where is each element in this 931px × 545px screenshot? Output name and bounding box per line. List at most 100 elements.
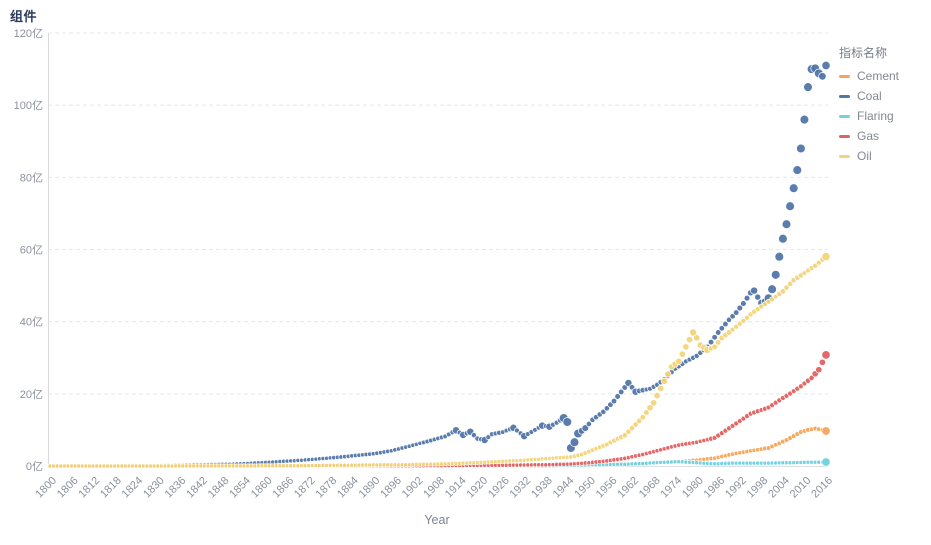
x-tick-label: 1932 xyxy=(508,475,534,501)
x-tick-label: 1812 xyxy=(76,475,102,501)
legend: 指标名称 Cement Coal Flaring Gas Oil xyxy=(839,44,931,170)
data-point xyxy=(803,82,813,92)
x-tick-label: 1998 xyxy=(745,475,771,501)
data-point xyxy=(781,219,792,229)
data-point xyxy=(632,421,639,428)
legend-dash-icon xyxy=(839,114,850,118)
data-point xyxy=(625,428,632,435)
x-tick-label: 1992 xyxy=(723,475,749,501)
x-tick-label: 1860 xyxy=(249,475,275,501)
data-point xyxy=(785,201,795,211)
x-axis-tick-labels: 1800180618121818182418301836184218481854… xyxy=(33,475,835,501)
legend-item-flaring[interactable]: Flaring xyxy=(839,110,931,122)
y-tick-label: 80亿 xyxy=(20,171,43,184)
data-point xyxy=(818,358,826,366)
legend-item-cement[interactable]: Cement xyxy=(839,70,931,82)
x-tick-label: 1920 xyxy=(464,475,490,501)
data-point xyxy=(643,409,650,416)
legend-item-label: Coal xyxy=(857,89,882,103)
data-point xyxy=(470,432,477,439)
x-tick-label: 1938 xyxy=(529,475,555,501)
data-point xyxy=(796,143,806,154)
x-tick-label: 1830 xyxy=(141,475,167,501)
x-tick-label: 1806 xyxy=(55,475,81,501)
x-tick-label: 1926 xyxy=(486,475,512,501)
data-point xyxy=(610,397,618,405)
data-point xyxy=(722,320,729,328)
x-tick-label: 1854 xyxy=(227,475,253,501)
data-point xyxy=(729,326,736,333)
data-point xyxy=(581,424,590,432)
data-point xyxy=(821,350,831,360)
data-point xyxy=(660,377,668,385)
legend-dash-icon xyxy=(839,134,850,138)
legend-item-coal[interactable]: Coal xyxy=(839,90,931,102)
data-point xyxy=(783,284,790,291)
data-point xyxy=(799,114,810,125)
data-point xyxy=(792,165,803,175)
y-tick-label: 100亿 xyxy=(14,99,43,112)
data-point xyxy=(736,304,744,312)
data-point xyxy=(657,384,665,392)
legend-title: 指标名称 xyxy=(839,46,888,60)
data-point xyxy=(646,404,654,412)
data-point xyxy=(715,329,722,336)
x-tick-label: 2004 xyxy=(766,475,792,501)
x-tick-label: 1986 xyxy=(702,475,728,501)
legend-item-oil[interactable]: Oil xyxy=(839,150,931,162)
data-point xyxy=(562,417,573,427)
x-tick-label: 1836 xyxy=(163,475,189,501)
data-point xyxy=(639,414,646,421)
x-tick-label: 1818 xyxy=(98,475,124,501)
x-tick-label: 1902 xyxy=(400,475,426,501)
legend-item-label: Gas xyxy=(857,129,880,143)
data-point xyxy=(664,370,672,378)
data-point xyxy=(678,350,686,358)
data-point xyxy=(778,233,788,244)
x-tick-label: 1962 xyxy=(615,475,641,501)
data-point xyxy=(693,334,701,342)
x-tick-label: 1956 xyxy=(594,475,620,501)
page-title: 组件 xyxy=(10,9,38,24)
x-tick-label: 1944 xyxy=(551,475,577,501)
legend-dash-icon xyxy=(839,154,850,158)
data-point xyxy=(600,408,607,415)
data-point xyxy=(628,425,636,432)
y-tick-label: 20亿 xyxy=(20,388,43,401)
data-point xyxy=(821,426,831,436)
legend-item-gas[interactable]: Gas xyxy=(839,130,931,142)
y-axis-tick-labels: 0亿 20亿 40亿 60亿 80亿 100亿 120亿 xyxy=(14,27,43,473)
data-point xyxy=(585,420,592,428)
data-point xyxy=(707,338,715,346)
data-point xyxy=(715,339,722,346)
x-tick-label: 1908 xyxy=(421,475,447,501)
x-tick-label: 1842 xyxy=(184,475,210,501)
data-point xyxy=(675,357,683,365)
data-point xyxy=(711,343,718,351)
data-point xyxy=(774,251,785,262)
x-tick-label: 2016 xyxy=(809,475,835,501)
data-point xyxy=(821,60,831,71)
legend-item-label: Cement xyxy=(857,69,900,83)
data-point xyxy=(711,334,718,341)
data-point xyxy=(740,300,747,307)
x-tick-label: 1968 xyxy=(637,475,663,501)
x-tick-label: 1800 xyxy=(33,475,59,501)
data-point xyxy=(650,399,658,407)
gridlines xyxy=(48,32,828,395)
x-tick-label: 1884 xyxy=(335,475,361,501)
data-point xyxy=(614,393,621,400)
data-point xyxy=(754,293,762,301)
x-tick-label: 1914 xyxy=(443,475,469,501)
y-tick-label: 60亿 xyxy=(20,244,43,257)
data-point xyxy=(779,288,786,295)
x-tick-label: 1974 xyxy=(658,475,684,501)
y-tick-label: 40亿 xyxy=(20,316,43,329)
data-point xyxy=(744,314,750,321)
x-tick-label: 2010 xyxy=(788,475,814,501)
data-point xyxy=(815,366,823,374)
data-point xyxy=(787,280,794,287)
series-oil xyxy=(47,252,831,469)
series-coal xyxy=(47,60,831,469)
